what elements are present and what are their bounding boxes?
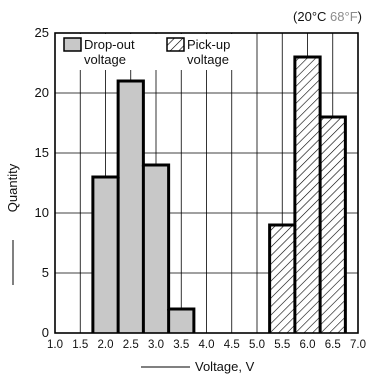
x-tick-label: 1.5: [72, 339, 88, 351]
legend-label-line1: Pick-up: [187, 37, 230, 52]
histogram-outline-drop-out: [91, 79, 196, 333]
plot-frame: [54, 32, 359, 334]
y-axis-label-group: Quantity: [5, 163, 20, 285]
x-tick-label: 6.0: [300, 339, 316, 351]
bar-drop-out: [143, 165, 169, 333]
y-axis-label: Quantity: [5, 163, 20, 212]
legend-label-line2: voltage: [84, 52, 126, 67]
x-tick-label: 5.0: [249, 339, 265, 351]
title-prefix: (20°C: [293, 9, 330, 24]
x-tick-label: 3.5: [173, 339, 189, 351]
title-highlight: 68°F: [330, 9, 358, 24]
legend-label-line1: Drop-out: [84, 37, 135, 52]
y-tick-label: 0: [42, 325, 49, 340]
chart-title: (20°C 68°F): [293, 9, 362, 24]
x-tick-label: 4.0: [199, 339, 215, 351]
y-tick-labels: 0 5 10 15 20 25: [35, 25, 49, 340]
x-tick-label: 1.0: [47, 339, 63, 351]
x-tick-label: 2.5: [123, 339, 139, 351]
x-tick-label: 2.0: [98, 339, 114, 351]
x-tick-labels: 1.0 1.5 2.0 2.5 3.0 3.5 4.0 4.5 5.0 5.5 6.0 6.5 7.0: [47, 339, 366, 351]
x-axis-label-group: Voltage, V: [141, 359, 255, 374]
x-tick-label: 5.5: [274, 339, 290, 351]
y-tick-label: 5: [42, 265, 49, 280]
y-tick-label: 15: [35, 145, 49, 160]
y-tick-label: 20: [35, 85, 49, 100]
x-tick-label: 4.5: [224, 339, 240, 351]
y-tick-label: 10: [35, 205, 49, 220]
bar-pick-up: [269, 225, 295, 333]
legend-background: [56, 34, 251, 70]
bar-drop-out: [168, 309, 194, 333]
histogram-outline-pick-up: [268, 55, 347, 333]
legend-swatch-pick-up: [166, 37, 185, 52]
title-suffix: ): [358, 9, 362, 24]
x-tick-label: 7.0: [350, 339, 366, 351]
legend-swatch-drop-out: [63, 37, 82, 52]
bar-drop-out: [92, 177, 119, 333]
bar-pick-up: [320, 117, 346, 333]
bar-drop-out: [118, 81, 144, 333]
bars: [91, 55, 347, 333]
x-tick-label: 3.0: [148, 339, 164, 351]
y-tick-label: 25: [35, 25, 49, 40]
x-tick-label: 6.5: [325, 339, 341, 351]
legend-label-line2: voltage: [187, 52, 229, 67]
x-axis-label: Voltage, V: [195, 359, 255, 374]
bar-pick-up: [294, 57, 321, 333]
